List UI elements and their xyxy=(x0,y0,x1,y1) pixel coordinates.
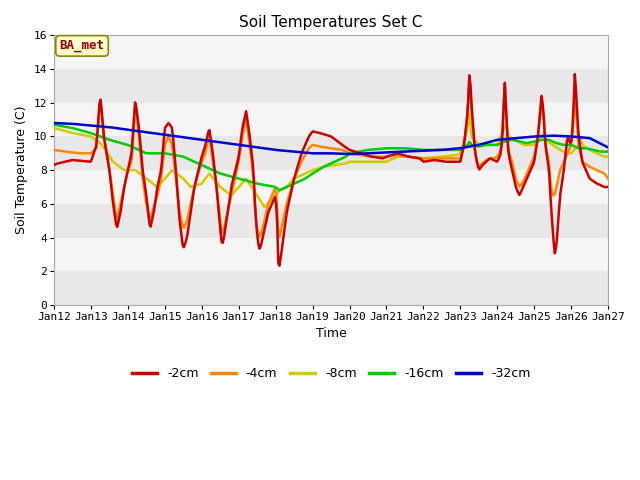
Bar xyxy=(54,69,608,103)
Bar xyxy=(54,136,608,170)
Text: BA_met: BA_met xyxy=(60,39,104,52)
X-axis label: Time: Time xyxy=(316,327,346,340)
Y-axis label: Soil Temperature (C): Soil Temperature (C) xyxy=(15,106,28,234)
Bar xyxy=(54,103,608,136)
Title: Soil Temperatures Set C: Soil Temperatures Set C xyxy=(239,15,423,30)
Bar xyxy=(54,271,608,305)
Legend: -2cm, -4cm, -8cm, -16cm, -32cm: -2cm, -4cm, -8cm, -16cm, -32cm xyxy=(127,362,535,385)
Bar xyxy=(54,204,608,238)
Bar xyxy=(54,170,608,204)
Bar xyxy=(54,36,608,69)
Bar xyxy=(54,238,608,271)
